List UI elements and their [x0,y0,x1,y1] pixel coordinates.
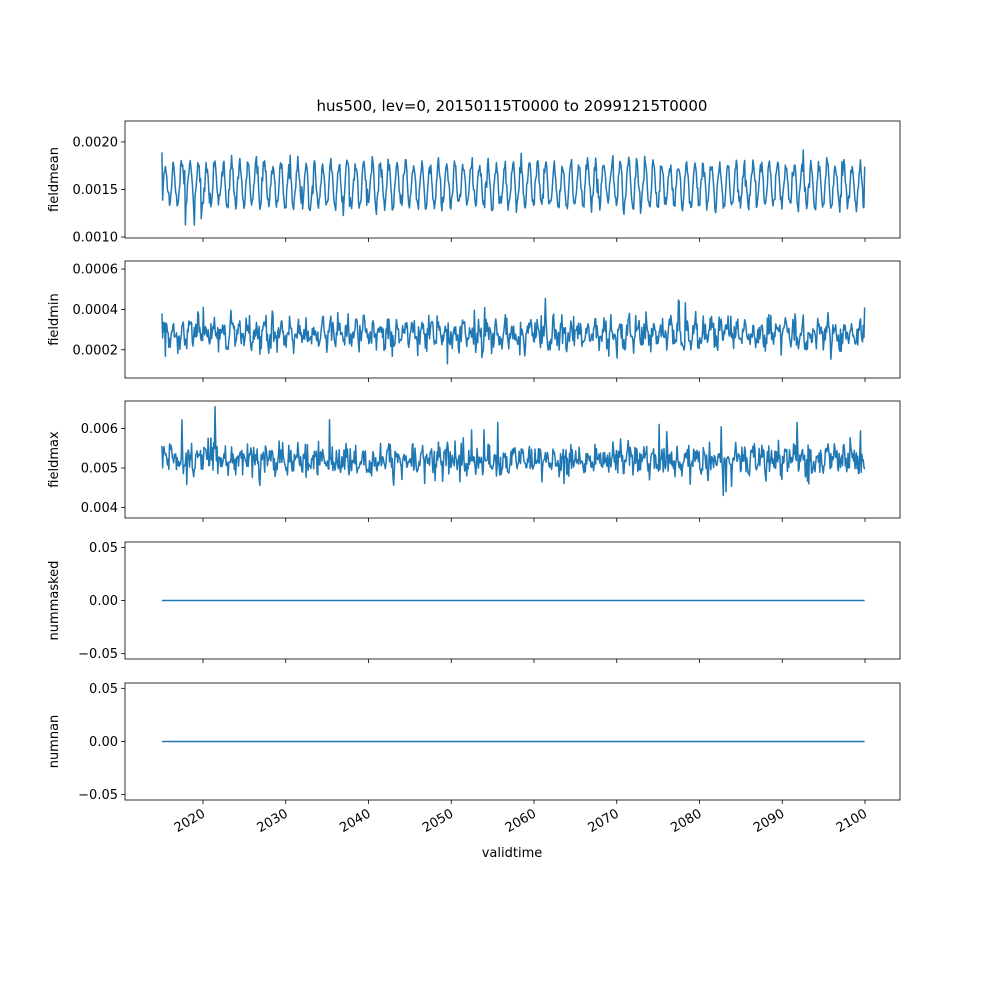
subplot-fieldmin: 0.0002 0.0004 0.0006 fieldmin 2020 2030 2040 20… [47,260,901,414]
x-tick-label: 2030 [255,384,291,414]
subplot-numnan: −0.05 0.00 0.05 numnan 2020 2030 2040 2050 2060 2… [47,682,901,836]
y-tick-label: 0.005 [81,461,118,476]
x-tick-label: 2050 [420,665,456,695]
series-line-fieldmin [161,297,866,365]
x-tick-label: 2080 [668,244,704,274]
axes-frame [124,260,901,379]
y-tick-label: 0.0006 [73,263,119,278]
x-tick-label: 2020 [172,384,208,414]
y-tick-label: −0.05 [78,647,118,662]
x-tick-label: 2060 [503,384,539,414]
y-axis-label: nummasked [47,561,62,641]
y-tick-label: 0.0002 [73,343,119,358]
x-tick-label: 2060 [503,244,539,274]
x-tick-label: 2060 [503,806,539,836]
y-tick-label: 0.0020 [73,135,119,150]
y-axis-label: numnan [47,715,62,769]
x-tick-label: 2090 [751,244,787,274]
x-tick-label: 2070 [586,384,622,414]
x-tick-label: 2090 [751,806,787,836]
x-tick-label: 2080 [668,524,704,554]
x-tick-label: 2040 [337,806,373,836]
y-axis-label: fieldmax [47,431,62,488]
x-tick-label: 2020 [172,524,208,554]
y-tick-label: 0.0010 [73,231,119,246]
x-tick-label: 2090 [751,665,787,695]
axes-frame [124,400,901,519]
figure-title: hus500, lev=0, 20150115T0000 to 20991215… [317,97,708,115]
y-axis-label: fieldmin [47,293,62,346]
y-tick-label: 0.004 [81,501,118,516]
x-tick-label: 2090 [751,384,787,414]
x-tick-label: 2100 [834,244,870,274]
y-axis-label: fieldmean [47,147,62,212]
x-tick-label: 2060 [503,665,539,695]
x-tick-label: 2070 [586,524,622,554]
x-tick-label: 2080 [668,665,704,695]
y-tick-label: 0.05 [89,682,118,697]
y-tick-label: −0.05 [78,788,118,803]
x-tick-label: 2030 [255,806,291,836]
x-tick-label: 2040 [337,244,373,274]
x-tick-label: 2020 [172,244,208,274]
x-tick-label: 2080 [668,384,704,414]
x-tick-label: 2050 [420,524,456,554]
x-tick-label: 2100 [834,806,870,836]
y-tick-label: 0.0015 [73,183,119,198]
y-tick-label: 0.0004 [73,303,119,318]
x-tick-label: 2050 [420,244,456,274]
series-line-fieldmean [161,149,866,226]
axes-frame [124,120,901,239]
x-tick-label: 2100 [834,524,870,554]
x-tick-label: 2100 [834,384,870,414]
x-tick-label: 2030 [255,524,291,554]
x-tick-label: 2020 [172,806,208,836]
x-tick-label: 2030 [255,665,291,695]
x-tick-label: 2030 [255,244,291,274]
subplot-fieldmean: 0.0010 0.0015 0.0020 fieldmean 2020 2030 2040 2… [47,120,901,274]
subplot-fieldmax: 0.004 0.005 0.006 fieldmax 2020 2030 2040 2050 2… [47,400,901,554]
y-tick-label: 0.006 [81,422,118,437]
x-tick-label: 2020 [172,665,208,695]
x-tick-label: 2040 [337,384,373,414]
y-tick-label: 0.00 [89,594,118,609]
subplot-nummasked: −0.05 0.00 0.05 nummasked 2020 2030 2040 2050 20… [47,541,901,695]
x-tick-label: 2070 [586,806,622,836]
y-tick-label: 0.05 [89,541,118,556]
x-tick-label: 2050 [420,806,456,836]
x-tick-label: 2060 [503,524,539,554]
x-tick-label: 2070 [586,244,622,274]
x-tick-label: 2080 [668,806,704,836]
x-tick-label: 2100 [834,665,870,695]
x-axis-label: validtime [482,846,543,861]
x-tick-label: 2070 [586,665,622,695]
x-tick-label: 2050 [420,384,456,414]
subplots: 0.0010 0.0015 0.0020 fieldmean 2020 2030 2040 2… [47,120,901,836]
y-tick-label: 0.00 [89,735,118,750]
series-line-fieldmax [161,406,866,497]
x-tick-label: 2090 [751,524,787,554]
x-tick-label: 2040 [337,524,373,554]
x-tick-label: 2040 [337,665,373,695]
